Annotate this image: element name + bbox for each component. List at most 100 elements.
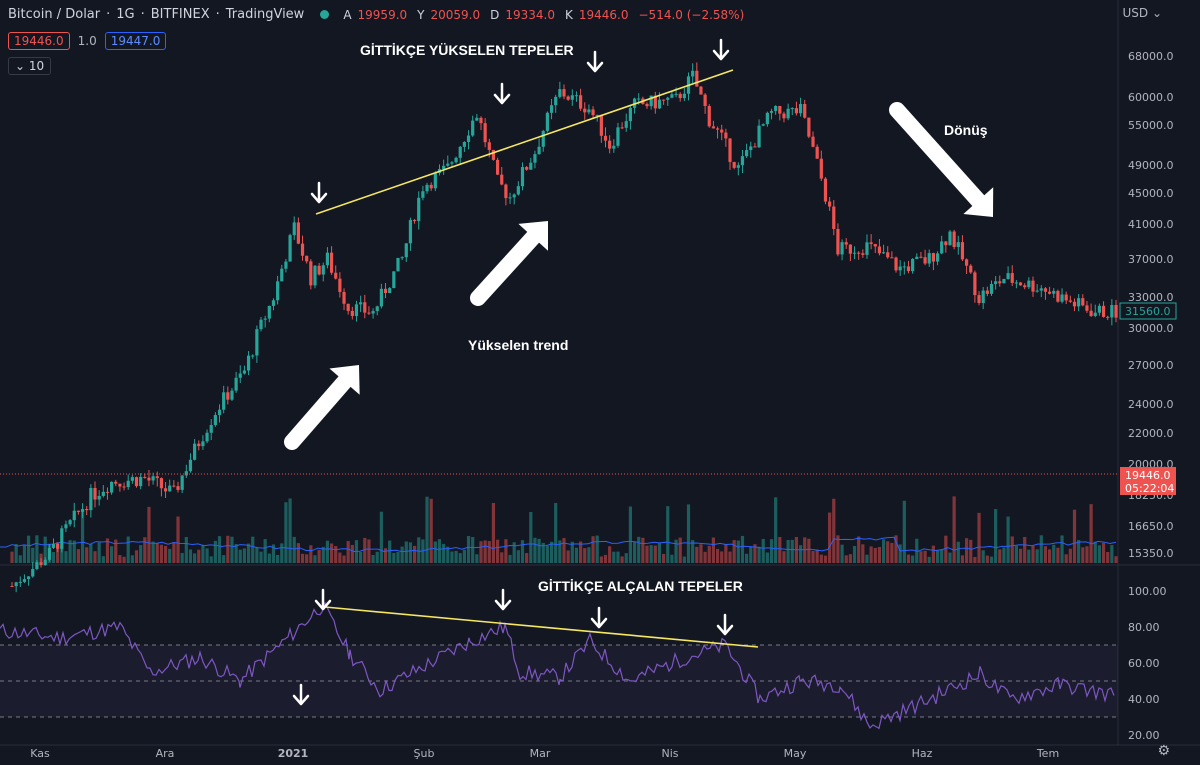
volume-bar (877, 546, 882, 563)
chevron-down-icon: ⌄ (1151, 6, 1162, 20)
candle-body (911, 258, 915, 272)
volume-bar (1077, 540, 1081, 563)
candle-body (163, 488, 168, 492)
volume-bar (695, 546, 699, 563)
candle-body (238, 373, 242, 378)
volume-bar (537, 538, 541, 563)
symbol-name[interactable]: Bitcoin / Dolar (8, 7, 101, 22)
candle-body (1072, 301, 1077, 307)
candle-body (334, 272, 338, 279)
rsi-axis-label: 40.00 (1128, 693, 1160, 706)
volume-bar (761, 538, 765, 563)
volume-bar (93, 551, 97, 563)
currency-label: USD (1122, 6, 1149, 20)
volume-bar (130, 555, 134, 563)
down-arrow-icon (493, 82, 511, 105)
candle-body (844, 242, 848, 245)
candle-body (205, 432, 209, 442)
candle-body (500, 174, 504, 185)
candle-body (383, 288, 388, 294)
volume-bar (280, 543, 284, 563)
candle-body (624, 121, 628, 128)
volume-bar (321, 546, 325, 563)
last-price-label: 19446.0 (1125, 469, 1171, 482)
candle-body (379, 288, 383, 307)
interval-label[interactable]: 1G (116, 7, 135, 22)
open-value: 19959.0 (357, 7, 408, 22)
volume-bar (64, 551, 68, 563)
indicators-toggle[interactable]: ⌄ 10 (8, 57, 52, 75)
candle-body (923, 257, 927, 264)
candle-body (554, 96, 558, 106)
volume-bar (76, 549, 81, 563)
volume-bar (371, 554, 375, 563)
candle-body (724, 132, 728, 139)
candle-body (97, 495, 101, 500)
volume-bar (541, 542, 545, 563)
volume-bar (313, 555, 317, 563)
volume-bar (848, 554, 852, 563)
trend-arrow-icon (470, 221, 548, 306)
volume-bar (68, 540, 72, 563)
volume-bar (400, 546, 404, 563)
volume-bar (686, 504, 691, 563)
candle-body (1056, 290, 1060, 302)
volume-bar (691, 540, 695, 563)
volume-bar (769, 539, 774, 563)
candle-body (782, 113, 786, 119)
candle-body (927, 253, 931, 264)
candle-body (798, 104, 803, 114)
candle-body (973, 272, 977, 296)
price-axis-label: 41000.0 (1128, 218, 1174, 231)
candle-body (1089, 310, 1093, 317)
volume-bar (500, 552, 504, 563)
candle-body (1085, 305, 1089, 311)
candle-body (1047, 291, 1052, 294)
volume-bar (1064, 554, 1068, 563)
candle-body (608, 140, 612, 149)
candle-body (10, 586, 14, 587)
volume-bar (994, 509, 998, 563)
candle-body (1106, 316, 1110, 318)
volume-bar (940, 549, 944, 563)
close-label: K (565, 7, 573, 22)
candle-body (68, 520, 72, 525)
volume-bar (757, 546, 761, 563)
candle-body (429, 184, 433, 189)
last-price-tag (1120, 467, 1176, 495)
candle-body (670, 94, 674, 98)
candle-body (790, 108, 794, 110)
volume-bar (300, 553, 305, 563)
down-arrow-icon (310, 181, 328, 204)
volume-bar (653, 545, 657, 563)
buy-price-button[interactable]: 19447.0 (104, 32, 167, 50)
candle-body (18, 581, 22, 583)
volume-bar (134, 550, 139, 563)
candle-body (259, 319, 263, 330)
time-axis-label: Ara (156, 747, 175, 760)
volume-bar (508, 554, 512, 563)
candle-body (616, 127, 620, 146)
currency-selector[interactable]: USD ⌄ (1122, 6, 1162, 20)
sell-price-button[interactable]: 19446.0 (8, 32, 70, 50)
volume-bar (421, 539, 425, 563)
volume-bar (72, 540, 76, 563)
candle-body (653, 95, 657, 109)
candle-body (869, 242, 873, 245)
candle-body (541, 130, 545, 147)
volume-bar (599, 556, 603, 563)
volume-bar (180, 552, 184, 563)
candle-body (711, 126, 716, 129)
candle-body (662, 99, 666, 101)
price-axis-label: 45000.0 (1128, 187, 1174, 200)
settings-gear-icon[interactable]: ⚙ (1157, 743, 1170, 759)
volume-bar (188, 549, 193, 563)
volume-bar (545, 545, 549, 563)
candle-body (213, 415, 217, 426)
candle-body (176, 486, 180, 490)
volume-bar (155, 543, 159, 563)
volume-bar (1052, 544, 1056, 563)
candle-body (309, 261, 313, 286)
volume-bar (1101, 542, 1106, 563)
